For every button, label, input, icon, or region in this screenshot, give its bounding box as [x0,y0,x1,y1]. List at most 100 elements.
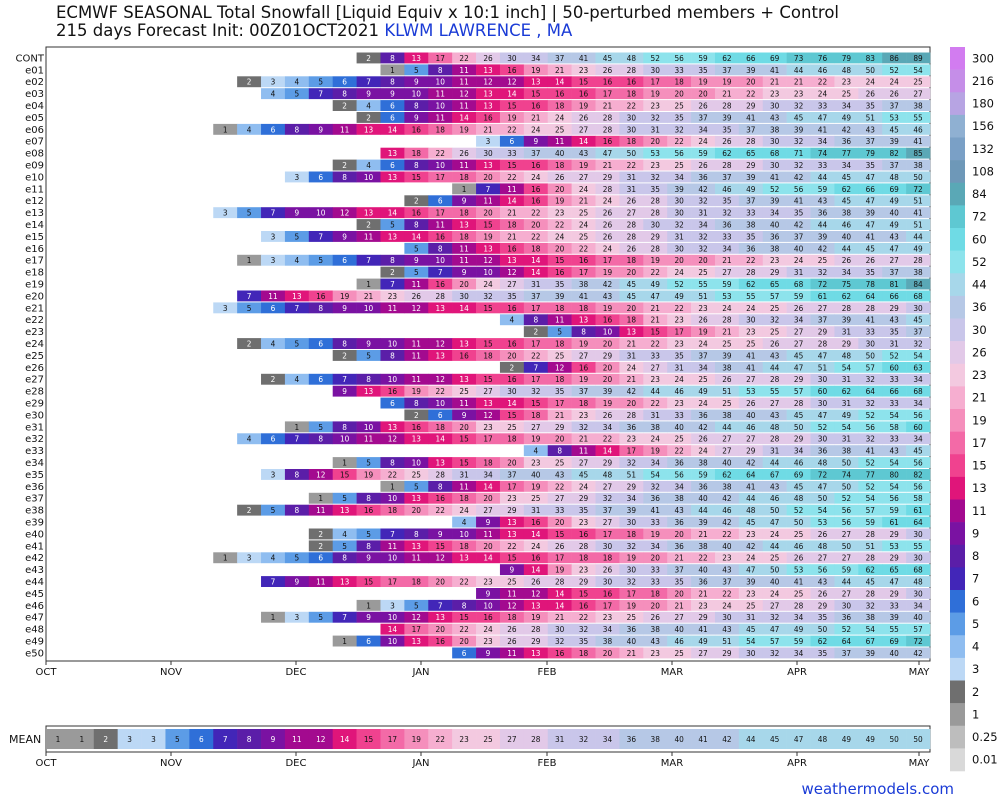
cell-value: 9 [462,196,467,206]
cell-value: 13 [507,529,517,539]
member-cell [571,64,596,76]
mean-cell [547,729,572,749]
colorbar-swatch [950,725,965,749]
member-cell [643,611,668,623]
member-cell [906,171,931,183]
member-cell [595,290,620,302]
mean-value: 5 [175,734,180,744]
cell-value: 20 [436,624,446,634]
member-cell [858,147,883,159]
cell-value: 10 [436,77,446,87]
cell-value: 33 [889,434,899,444]
cell-value: 13 [364,124,374,134]
cell-value: 49 [889,196,899,206]
cell-value: 14 [388,124,398,134]
cell-value: 14 [555,600,565,610]
member-cell [810,635,835,647]
cell-value: 10 [388,636,398,646]
member-cell [284,254,310,266]
cell-value: 62 [722,469,731,479]
member-cell [882,433,907,445]
member-cell [691,338,716,349]
member-cell [476,112,501,123]
cell-value: 37 [889,101,899,111]
member-cell [428,278,453,290]
member-cell [834,599,859,611]
member-cell [237,207,262,219]
cell-value: 23 [483,636,493,646]
cell-value: 33 [651,577,661,587]
member-cell [643,183,668,195]
colorbar-label: 21 [972,391,987,405]
member-cell [834,528,859,540]
member-cell [643,385,668,397]
member-cell [786,599,811,611]
cell-value: 22 [674,446,683,456]
member-cell [404,492,429,504]
cell-value: 10 [388,374,398,384]
cell-value: 8 [438,481,443,491]
cell-value: 25 [507,422,517,432]
member-cell [810,469,835,480]
member-cell [786,100,811,111]
cell-value: 62 [818,636,827,646]
member-cell [499,207,525,219]
member-cell [714,242,740,254]
member-cell [523,373,549,385]
member-cell [667,504,692,516]
member-cell [643,409,668,421]
x-tick-label: FEB [538,667,557,678]
cell-value: 43 [889,315,899,325]
cell-value: 3 [271,255,276,265]
member-cell [261,611,286,623]
cell-value: 8 [342,172,347,182]
member-label: e16 [25,244,44,255]
cell-value: 11 [412,553,422,563]
cell-value: 39 [866,208,876,218]
cell-value: 49 [651,279,661,289]
mean-value: 12 [316,734,325,744]
member-cell [476,171,501,183]
colorbar-label: 5 [972,617,979,631]
member-cell [356,123,381,135]
cell-value: 26 [627,243,637,253]
cell-value: 24 [483,279,493,289]
member-cell [643,528,668,540]
cell-value: 52 [889,65,898,75]
member-cell [906,278,931,290]
member-cell [619,361,644,373]
member-label: e44 [25,577,44,588]
member-cell [380,552,405,564]
cell-value: 43 [651,636,661,646]
member-cell [356,338,381,349]
cell-value: 6 [438,410,443,420]
cell-value: 48 [746,505,756,515]
member-cell [858,635,883,647]
cell-value: 12 [555,362,564,372]
member-cell [380,421,405,433]
cell-value: 16 [507,374,517,384]
cell-value: 17 [436,172,446,182]
cell-value: 61 [913,505,923,515]
cell-value: 47 [866,172,876,182]
cell-value: 16 [316,291,326,301]
member-cell [834,147,859,159]
member-cell [882,457,907,468]
cell-value: 46 [794,541,804,551]
colorbar-swatch [950,250,965,274]
cell-value: 12 [340,208,349,218]
cell-value: 24 [722,600,732,610]
member-cell [619,159,644,171]
cell-value: 18 [627,89,637,99]
cell-value: 34 [651,458,661,468]
cell-value: 29 [603,172,613,182]
cell-value: 49 [698,636,708,646]
cell-value: 24 [459,505,469,515]
cell-value: 20 [627,303,637,313]
member-cell [786,266,811,278]
cell-value: 16 [364,505,374,515]
cell-value: 20 [603,339,613,349]
credit-link[interactable]: weathermodels.com [801,780,954,798]
member-cell [404,159,429,171]
cell-value: 34 [794,648,804,658]
